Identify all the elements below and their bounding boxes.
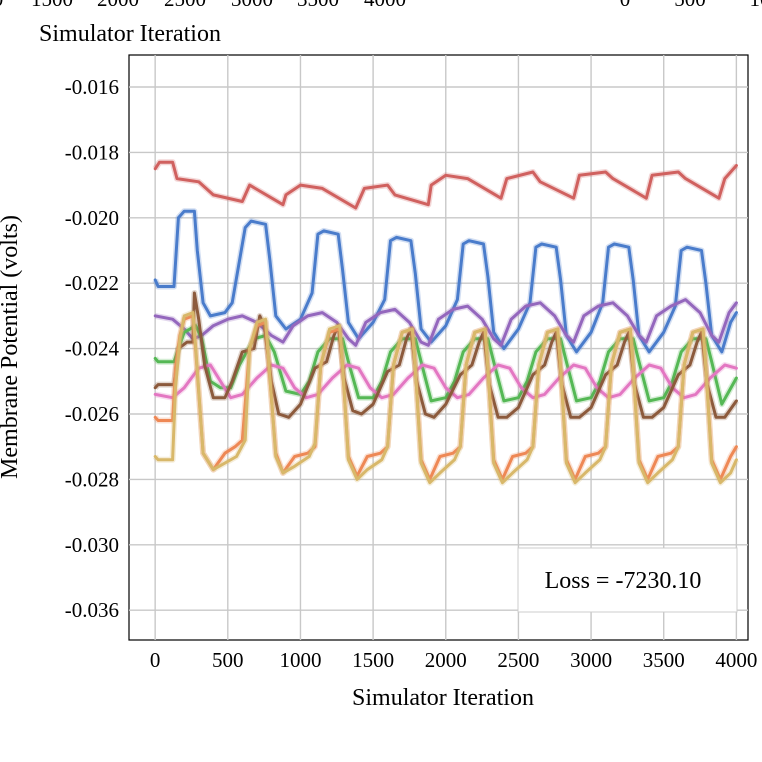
x-tick-label: 3500 (643, 648, 685, 672)
grid (129, 55, 748, 640)
top-strip-tick-label: 3500 (297, 0, 339, 11)
top-strip-xlabel: Simulator Iteration (39, 21, 221, 47)
x-ticks: 0 500 1000 1500 2000 2500 3000 3500 4000 (150, 648, 757, 672)
y-ticks: -0.016 -0.018 -0.020 -0.022 -0.024 -0.026 -0.0… (65, 75, 120, 622)
y-tick-label: -0.016 (65, 75, 119, 99)
top-strip-tick-label: 2500 (164, 0, 206, 11)
x-tick-label: 4000 (715, 648, 757, 672)
loss-annotation: Loss = -7230.10 (545, 568, 702, 594)
series-line-7 (153, 311, 738, 485)
x-axis-label: Simulator Iteration (352, 685, 534, 711)
x-tick-label: 1500 (352, 648, 394, 672)
y-tick-label: -0.026 (65, 402, 119, 426)
top-strip-tick-label: 10 (750, 0, 762, 11)
x-tick-label: 1000 (279, 648, 321, 672)
top-strip-tick-label: 0 (0, 0, 3, 11)
top-strip-tick-label: 2000 (97, 0, 139, 11)
x-tick-label: 500 (212, 648, 244, 672)
y-tick-label: -0.024 (65, 337, 120, 361)
x-tick-label: 3000 (570, 648, 612, 672)
annotation-box (517, 547, 738, 613)
y-tick-label: -0.020 (65, 206, 119, 230)
plot-frame (128, 54, 749, 641)
y-tick-label: -0.028 (65, 467, 119, 491)
top-strip: 0 1500 2000 2500 3000 3500 4000 0 500 10 (0, 0, 762, 11)
y-tick-label: -0.022 (65, 271, 119, 295)
x-tick-label: 2500 (497, 648, 539, 672)
y-tick-label: -0.030 (65, 533, 119, 557)
series-line-0 (153, 160, 738, 210)
y-tick-label: -0.018 (65, 140, 119, 164)
x-tick-label: 2000 (425, 648, 467, 672)
top-strip-tick-label: 500 (674, 0, 706, 11)
y-tick-label: -0.036 (65, 598, 119, 622)
top-strip-tick-label: 3000 (231, 0, 273, 11)
series-line-4 (153, 363, 738, 400)
top-strip-tick-label: 4000 (364, 0, 406, 11)
series-group (152, 159, 740, 486)
top-strip-tick-label: 0 (620, 0, 631, 11)
top-strip-tick-label: 1500 (31, 0, 73, 11)
x-tick-label: 0 (150, 648, 161, 672)
y-axis-label: Membrane Potential (volts) (0, 215, 23, 479)
